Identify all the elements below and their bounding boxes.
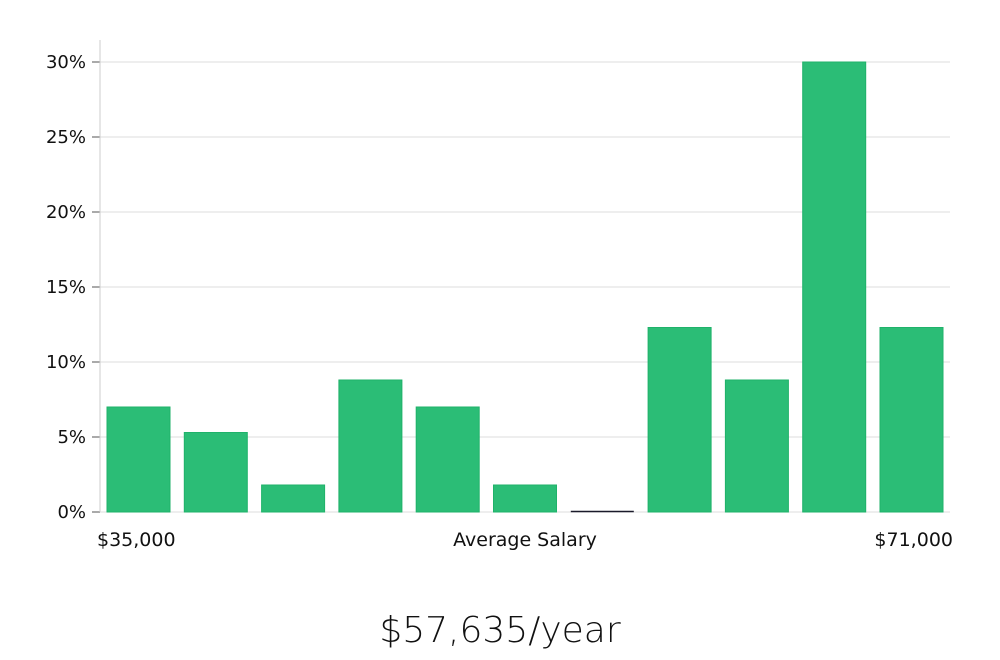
- histogram-bar: [415, 406, 480, 513]
- histogram-bar: [183, 432, 248, 513]
- average-salary-value: $57,635/year: [379, 610, 621, 651]
- x-axis-title: Average Salary: [453, 529, 597, 551]
- y-tick-label: 15%: [46, 277, 86, 298]
- x-axis-max-label: $71,000: [874, 529, 953, 551]
- histogram-bar: [647, 327, 712, 513]
- y-tick-label: 30%: [46, 52, 86, 73]
- x-axis-min-label: $35,000: [97, 529, 176, 551]
- histogram-bar: [261, 484, 326, 513]
- y-tick-label: 25%: [46, 127, 86, 148]
- histogram-bar: [802, 61, 867, 513]
- salary-histogram: 0% 5% 10% 15% 20% 25% 30%: [46, 40, 950, 523]
- y-tick-label: 10%: [46, 352, 86, 373]
- y-tick-label: 20%: [46, 202, 86, 223]
- histogram-bar: [724, 379, 789, 513]
- y-tick-label: 5%: [57, 427, 86, 448]
- histogram-bar: [493, 484, 557, 513]
- y-tick-label: 0%: [57, 502, 86, 523]
- histogram-bar: [106, 406, 171, 513]
- histogram-bar: [338, 379, 403, 513]
- histogram-bar: [879, 327, 944, 513]
